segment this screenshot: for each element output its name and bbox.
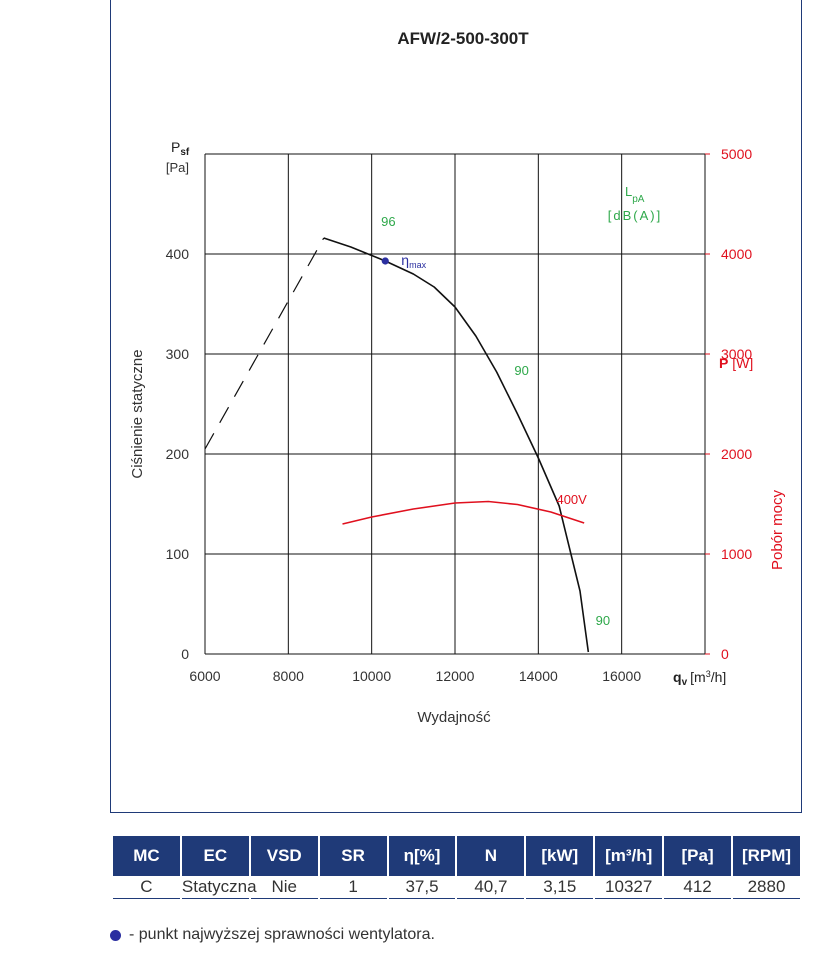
table-cell: 1 [319,876,387,899]
legend-note-text: - punkt najwyższej sprawności wentylator… [129,926,435,943]
table-cell: 412 [664,876,732,899]
chart-annotation: 90 [514,363,528,378]
x-tick-label: 10000 [352,668,391,684]
table-cell: Statyczna [181,876,257,899]
x-tick-label: 14000 [519,668,558,684]
chart-annotation: 90 [596,613,610,628]
x-tick-label: 6000 [189,668,220,684]
header-cell: [m³/h] [595,836,663,876]
spec-table: MC EC VSD SR η[%] N [kW] [m³/h] [Pa] [RP… [111,836,802,899]
table-cell: 40,7 [457,876,525,899]
y2-tick-label: 5000 [721,146,752,162]
y2-tick-label: 1000 [721,546,752,562]
chart-frame: AFW/2-500-300T 6000 8000 10000 12000 14000 160… [110,0,802,813]
max-efficiency-dot-icon [110,929,121,941]
x-axis-symbol: qv [m3/h] [673,669,726,688]
max-efficiency-point [381,257,389,265]
y2-tick-label: 3000 [721,346,752,362]
table-cell: 10327 [595,876,663,899]
max-efficiency-label: ηmax [401,252,426,270]
table-row: C Statyczna Nie 1 37,5 40,7 3,15 10327 4… [113,876,800,899]
noise-label: LpA [625,184,645,205]
header-cell: N [457,836,525,876]
chart-annotation: 400V [556,492,587,507]
stall-limit-line [204,237,325,450]
table-cell: 37,5 [388,876,456,899]
y-axis-unit: [Pa] [166,160,189,175]
y-tick-label: 100 [166,546,190,562]
x-tick-label: 8000 [273,668,304,684]
y-tick-label: 0 [181,646,189,662]
table-cell: 3,15 [526,876,594,899]
y2-axis-label: Pobór mocy [769,489,786,570]
y-tick-label: 300 [166,346,190,362]
y-tick-label: 400 [166,246,190,262]
header-cell: [RPM] [733,836,800,876]
table-cell: 2880 [733,876,800,899]
y2-axis-symbol: P [W] [719,355,753,371]
header-cell: MC [113,836,180,876]
pressure-curve [323,237,590,653]
chart-annotation: 96 [381,214,395,229]
y2-tick-label: 4000 [721,246,752,262]
x-tick-label: 16000 [602,668,641,684]
x-axis-label: Wydajność [417,709,491,726]
x-tick-label: 12000 [436,668,475,684]
header-cell: [Pa] [664,836,732,876]
y-axis-symbol: Psf [171,139,190,158]
y-axis-label: Ciśnienie statyczne [129,349,146,478]
table-cell: Nie [250,876,318,899]
table-cell: C [113,876,180,899]
chart-title: AFW/2-500-300T [397,29,529,48]
header-cell: [kW] [526,836,594,876]
spec-table-header-row: MC EC VSD SR η[%] N [kW] [m³/h] [Pa] [RP… [113,836,800,876]
header-cell: VSD [250,836,318,876]
y-tick-label: 200 [166,446,190,462]
y2-tick-label: 0 [721,646,729,662]
header-cell: EC [181,836,249,876]
header-cell: SR [319,836,387,876]
noise-unit: [dB(A)] [608,208,662,223]
y2-tick-label: 2000 [721,446,752,462]
power-curve [342,500,585,525]
legend-note: - punkt najwyższej sprawności wentylator… [110,926,435,944]
header-cell: η[%] [388,836,456,876]
